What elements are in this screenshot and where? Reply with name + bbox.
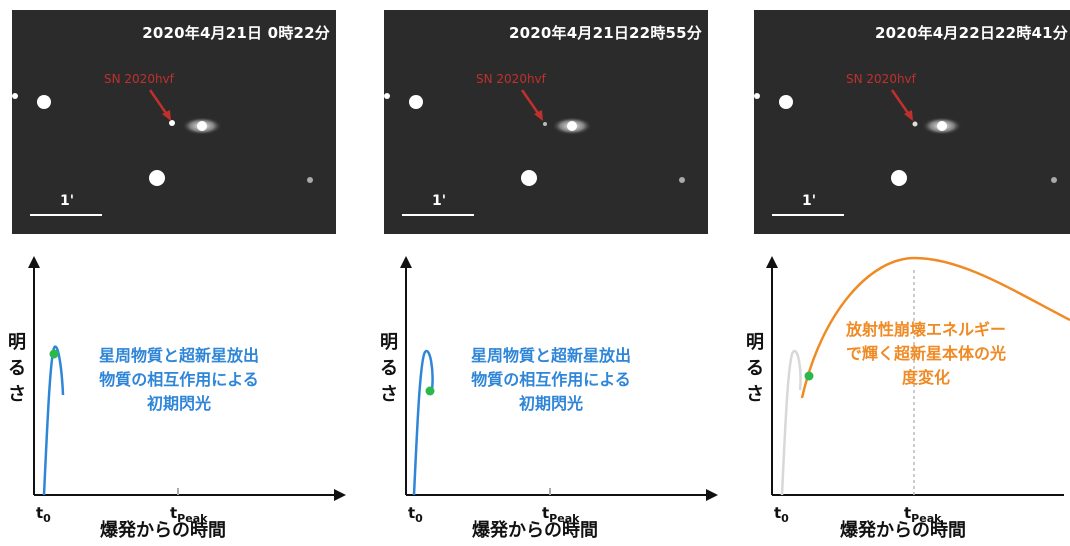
supernova-point (543, 122, 547, 126)
star (384, 93, 390, 99)
lightcurve-plot-1 (28, 256, 346, 501)
lightcurve-3: 明るさ t0 tPeak 爆発からの時間 放射性崩壊エネルギー で輝く超新星本体… (742, 250, 1070, 546)
current-point (804, 371, 814, 381)
host-galaxy-core (937, 121, 947, 131)
star (12, 93, 18, 99)
tpeak-label: tPeak (904, 504, 942, 525)
t0-label: t0 (774, 504, 789, 525)
x-axis-label: 爆発からの時間 (100, 520, 226, 541)
sn-arrowhead (534, 110, 543, 121)
note-line: 度変化 (901, 368, 950, 387)
sky-image-2: 2020年4月21日22時55分 SN 2020hvf 1' (384, 10, 708, 234)
y-axis-label: 明るさ (8, 332, 26, 405)
sn-arrowhead (162, 110, 171, 121)
x-axis-arrow (334, 489, 346, 501)
note-line: 物質の相互作用による (471, 370, 631, 389)
panel-2: 2020年4月21日22時55分 SN 2020hvf 1' 明るさ t0 tP… (372, 0, 728, 546)
radioactive-curve (800, 256, 1070, 399)
note-line: 星周物質と超新星放出 (98, 346, 259, 365)
x-axis-label: 爆発からの時間 (840, 520, 966, 541)
scale-label: 1' (60, 193, 75, 209)
sn-label: SN 2020hvf (846, 72, 916, 86)
star (1051, 177, 1057, 183)
y-axis-arrow (766, 256, 778, 268)
supernova-point (169, 120, 175, 126)
t0-label: t0 (36, 504, 51, 525)
t0-label: t0 (408, 504, 423, 525)
sky-image-1: 2020年4月21日 0時22分 SN 2020hvf 1' (12, 10, 336, 234)
host-galaxy-core (567, 121, 577, 131)
timestamp: 2020年4月21日 0時22分 (142, 24, 330, 42)
note-radioactive: 放射性崩壊エネルギー で輝く超新星本体の光 度変化 (826, 318, 1026, 390)
panel-1: 2020年4月21日 0時22分 SN 2020hvf 1' 明るさ t0 tP… (0, 0, 356, 546)
y-axis-label: 明るさ (380, 332, 398, 405)
supernova-point (912, 121, 918, 127)
star (521, 170, 537, 186)
early-flash-curve (42, 345, 65, 496)
sky-field-3 (754, 89, 1057, 216)
sky-image-3: 2020年4月22日22時41分 SN 2020hvf 1' (754, 10, 1070, 234)
sn-arrow (520, 89, 542, 117)
star (37, 95, 51, 109)
note-line: 星周物質と超新星放出 (470, 346, 631, 365)
star (149, 170, 165, 186)
timestamp: 2020年4月22日22時41分 (874, 24, 1068, 42)
lightcurve-plot-2 (400, 256, 718, 501)
sn-arrowhead (904, 110, 913, 121)
lightcurve-1: 明るさ t0 tPeak 爆発からの時間 星周物質と超新星放出 物質の相互作用に… (0, 250, 356, 546)
y-axis-arrow (400, 256, 412, 268)
star (409, 95, 423, 109)
sn-label: SN 2020hvf (104, 72, 174, 86)
current-point (49, 349, 59, 359)
note-line: 物質の相互作用による (99, 370, 259, 389)
x-axis-arrow (706, 489, 718, 501)
early-flash-curve (412, 349, 434, 496)
current-point (425, 386, 435, 396)
lightcurve-2: 明るさ t0 tPeak 爆発からの時間 星周物質と超新星放出 物質の相互作用に… (372, 250, 728, 546)
panel-3: 2020年4月22日22時41分 SN 2020hvf 1' 明るさ t0 tP… (742, 0, 1070, 546)
y-axis-label: 明るさ (746, 332, 764, 405)
star (307, 177, 313, 183)
lightcurve-plot-3 (766, 256, 1070, 496)
timestamp: 2020年4月21日22時55分 (508, 24, 702, 42)
sn-arrow (890, 89, 912, 117)
sn-arrow (148, 89, 170, 117)
y-axis-arrow (28, 256, 40, 268)
early-flash-curve-faded (780, 349, 802, 496)
host-galaxy-core (197, 121, 207, 131)
tpeak-label: tPeak (170, 504, 208, 525)
star (891, 170, 907, 186)
star (754, 93, 760, 99)
scale-label: 1' (432, 193, 447, 209)
sky-field-1 (12, 89, 313, 216)
note-early-flash: 星周物質と超新星放出 物質の相互作用による 初期閃光 (446, 344, 656, 416)
scale-label: 1' (802, 193, 817, 209)
x-axis-label: 爆発からの時間 (472, 520, 598, 541)
star (779, 95, 793, 109)
sky-field-2 (384, 89, 685, 216)
note-early-flash: 星周物質と超新星放出 物質の相互作用による 初期閃光 (74, 344, 284, 416)
star (679, 177, 685, 183)
tpeak-label: tPeak (542, 504, 580, 525)
note-line: 放射性崩壊エネルギー (845, 320, 1006, 339)
sn-label: SN 2020hvf (476, 72, 546, 86)
note-line: 初期閃光 (518, 394, 583, 413)
note-line: で輝く超新星本体の光 (845, 344, 1006, 363)
note-line: 初期閃光 (146, 394, 211, 413)
